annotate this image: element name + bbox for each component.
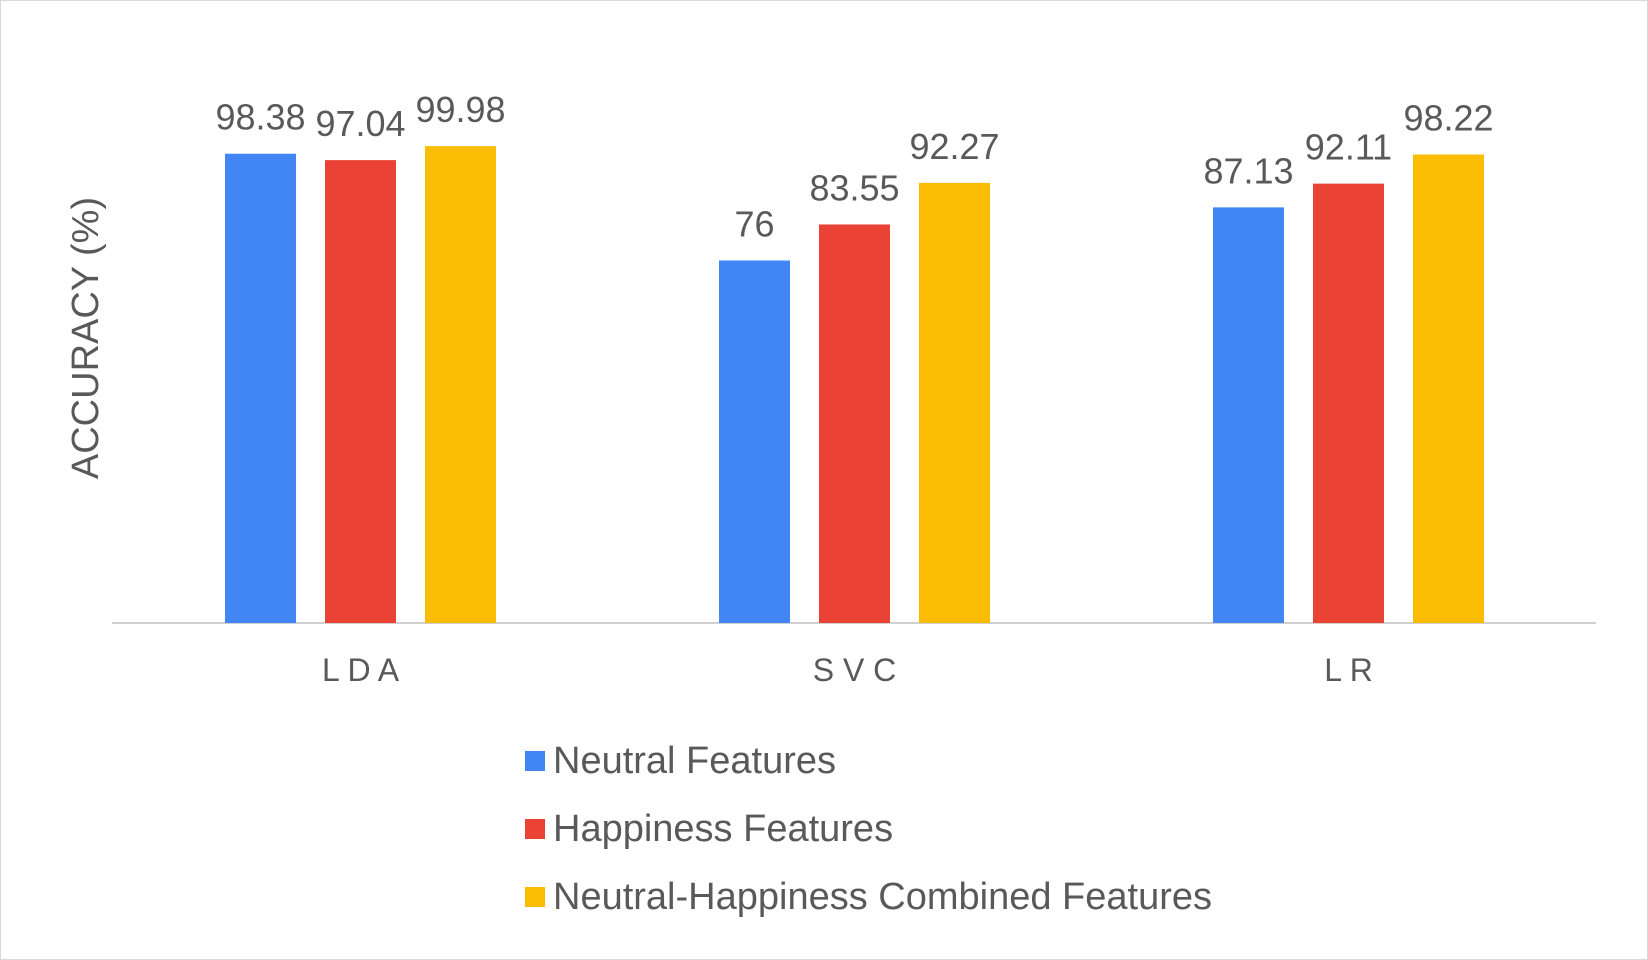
- bar-l-d-a-neutral-features: [225, 153, 296, 623]
- data-label-l-r-happiness-features: 92.11: [1305, 127, 1392, 168]
- data-label-s-v-c-neutral-happiness-combined-features: 92.27: [909, 126, 999, 167]
- legend-swatch-combined: [525, 887, 545, 907]
- legend-item-combined: Neutral-Happiness Combined Features: [525, 863, 1212, 931]
- legend-label-neutral: Neutral Features: [553, 739, 837, 782]
- data-label-s-v-c-happiness-features: 83.55: [809, 167, 899, 208]
- legend: Neutral Features Happiness Features Neut…: [525, 727, 1212, 931]
- legend-swatch-neutral: [525, 751, 545, 771]
- bar-l-r-neutral-features: [1213, 207, 1284, 623]
- bar-l-d-a-happiness-features: [325, 160, 396, 623]
- bar-s-v-c-neutral-happiness-combined-features: [919, 182, 990, 623]
- x-tick-label-l-r: L R: [1324, 652, 1373, 688]
- bar-s-v-c-happiness-features: [819, 224, 890, 624]
- legend-item-happiness: Happiness Features: [525, 795, 1212, 863]
- data-label-s-v-c-neutral-features: 76: [734, 203, 774, 244]
- data-label-l-d-a-neutral-happiness-combined-features: 99.98: [415, 89, 505, 130]
- legend-label-happiness: Happiness Features: [553, 807, 894, 850]
- bar-l-d-a-neutral-happiness-combined-features: [425, 146, 496, 623]
- x-tick-label-s-v-c: S V C: [813, 652, 897, 688]
- legend-swatch-happiness: [525, 819, 545, 839]
- data-label-l-r-neutral-features: 87.13: [1203, 150, 1293, 191]
- legend-item-neutral: Neutral Features: [525, 727, 1212, 795]
- x-tick-label-l-d-a: L D A: [322, 652, 400, 688]
- bar-l-r-happiness-features: [1313, 183, 1384, 623]
- data-label-l-d-a-neutral-features: 98.38: [215, 97, 305, 138]
- data-label-l-d-a-happiness-features: 97.04: [315, 103, 405, 144]
- y-axis-label: ACCURACY (%): [65, 197, 107, 479]
- legend-label-combined: Neutral-Happiness Combined Features: [553, 875, 1212, 918]
- bar-s-v-c-neutral-features: [719, 260, 790, 623]
- data-label-l-r-neutral-happiness-combined-features: 98.22: [1403, 97, 1493, 138]
- bar-l-r-neutral-happiness-combined-features: [1413, 154, 1484, 623]
